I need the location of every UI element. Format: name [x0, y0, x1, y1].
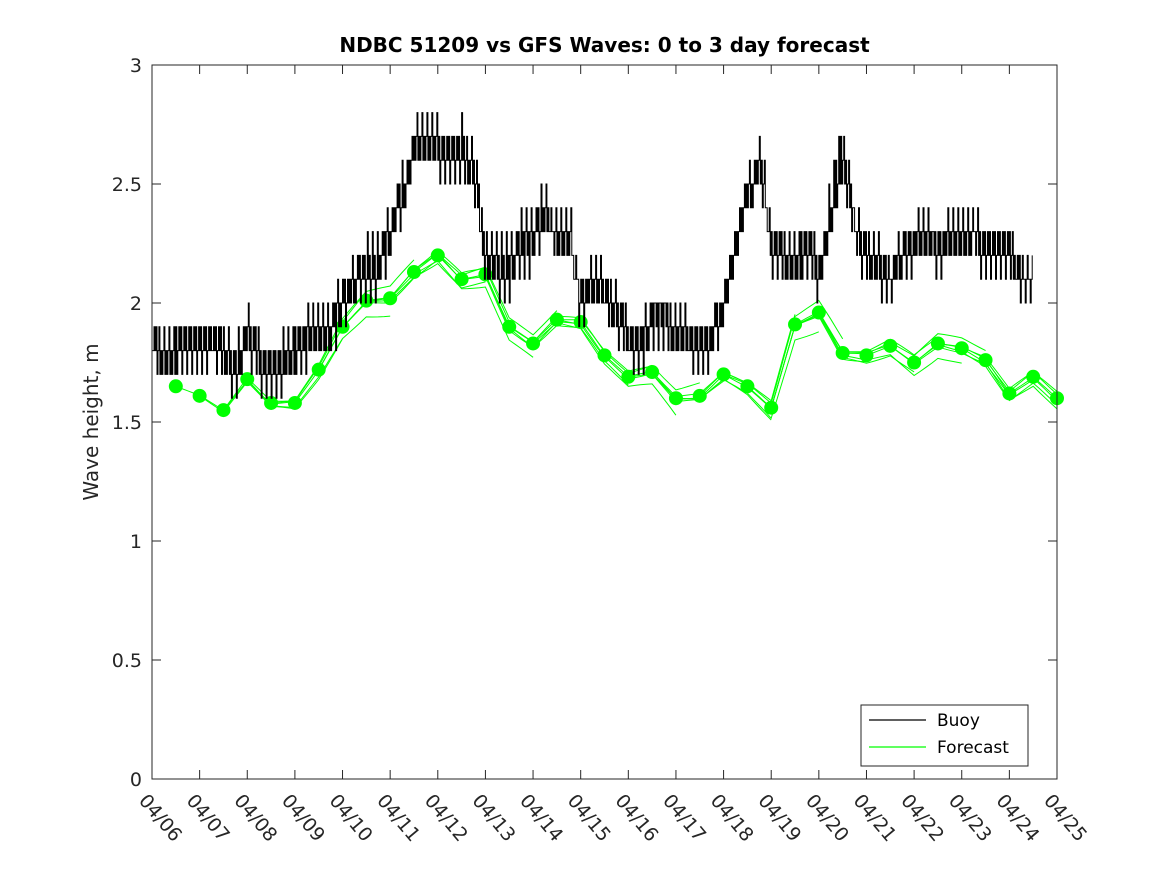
forecast-point	[454, 272, 469, 287]
forecast-point	[311, 362, 326, 377]
forecast-point	[692, 388, 707, 403]
forecast-point	[168, 379, 183, 394]
forecast-point	[954, 341, 969, 356]
forecast-point	[930, 336, 945, 351]
forecast-point	[716, 367, 731, 382]
forecast-point	[788, 317, 803, 332]
forecast-point	[978, 353, 993, 368]
y-tick-label: 0.5	[112, 650, 142, 672]
chart-title: NDBC 51209 vs GFS Waves: 0 to 3 day fore…	[339, 33, 870, 57]
forecast-point	[907, 355, 922, 370]
forecast-point	[740, 379, 755, 394]
buoy-line	[152, 112, 1033, 399]
forecast-point	[406, 265, 421, 280]
y-tick-label: 3	[130, 55, 142, 77]
forecast-point	[502, 319, 517, 334]
forecast-point	[216, 403, 231, 418]
forecast-point	[811, 305, 826, 320]
forecast-point	[240, 372, 255, 387]
forecast-point	[1002, 386, 1017, 401]
forecast-point	[573, 315, 588, 330]
forecast-point	[883, 338, 898, 353]
forecast-run-line	[985, 359, 1058, 393]
forecast-point	[549, 312, 564, 327]
forecast-point	[621, 369, 636, 384]
legend: Buoy Forecast	[860, 704, 1029, 767]
forecast-point	[668, 391, 683, 406]
forecast-point	[835, 345, 850, 360]
forecast-point	[383, 291, 398, 306]
forecast-point	[645, 365, 660, 380]
forecast-point	[1026, 369, 1041, 384]
buoy-series-group	[152, 112, 1033, 399]
legend-box	[860, 704, 1029, 767]
forecast-point	[287, 395, 302, 410]
legend-label-forecast: Forecast	[937, 738, 1009, 758]
y-tick-label: 2.5	[112, 174, 142, 196]
y-tick-label: 1.5	[112, 412, 142, 434]
forecast-series-group	[168, 248, 1064, 421]
forecast-point	[764, 400, 779, 415]
forecast-point	[430, 248, 445, 263]
forecast-point	[526, 336, 541, 351]
plot-area	[152, 65, 1057, 779]
y-axis-label: Wave height, m	[79, 343, 103, 500]
forecast-point	[597, 348, 612, 363]
y-tick-label: 0	[130, 769, 142, 791]
legend-label-buoy: Buoy	[937, 711, 980, 731]
y-tick-label: 1	[130, 531, 142, 553]
y-tick-label: 2	[130, 293, 142, 315]
forecast-point	[859, 348, 874, 363]
forecast-point	[192, 388, 207, 403]
forecast-point	[335, 319, 350, 334]
